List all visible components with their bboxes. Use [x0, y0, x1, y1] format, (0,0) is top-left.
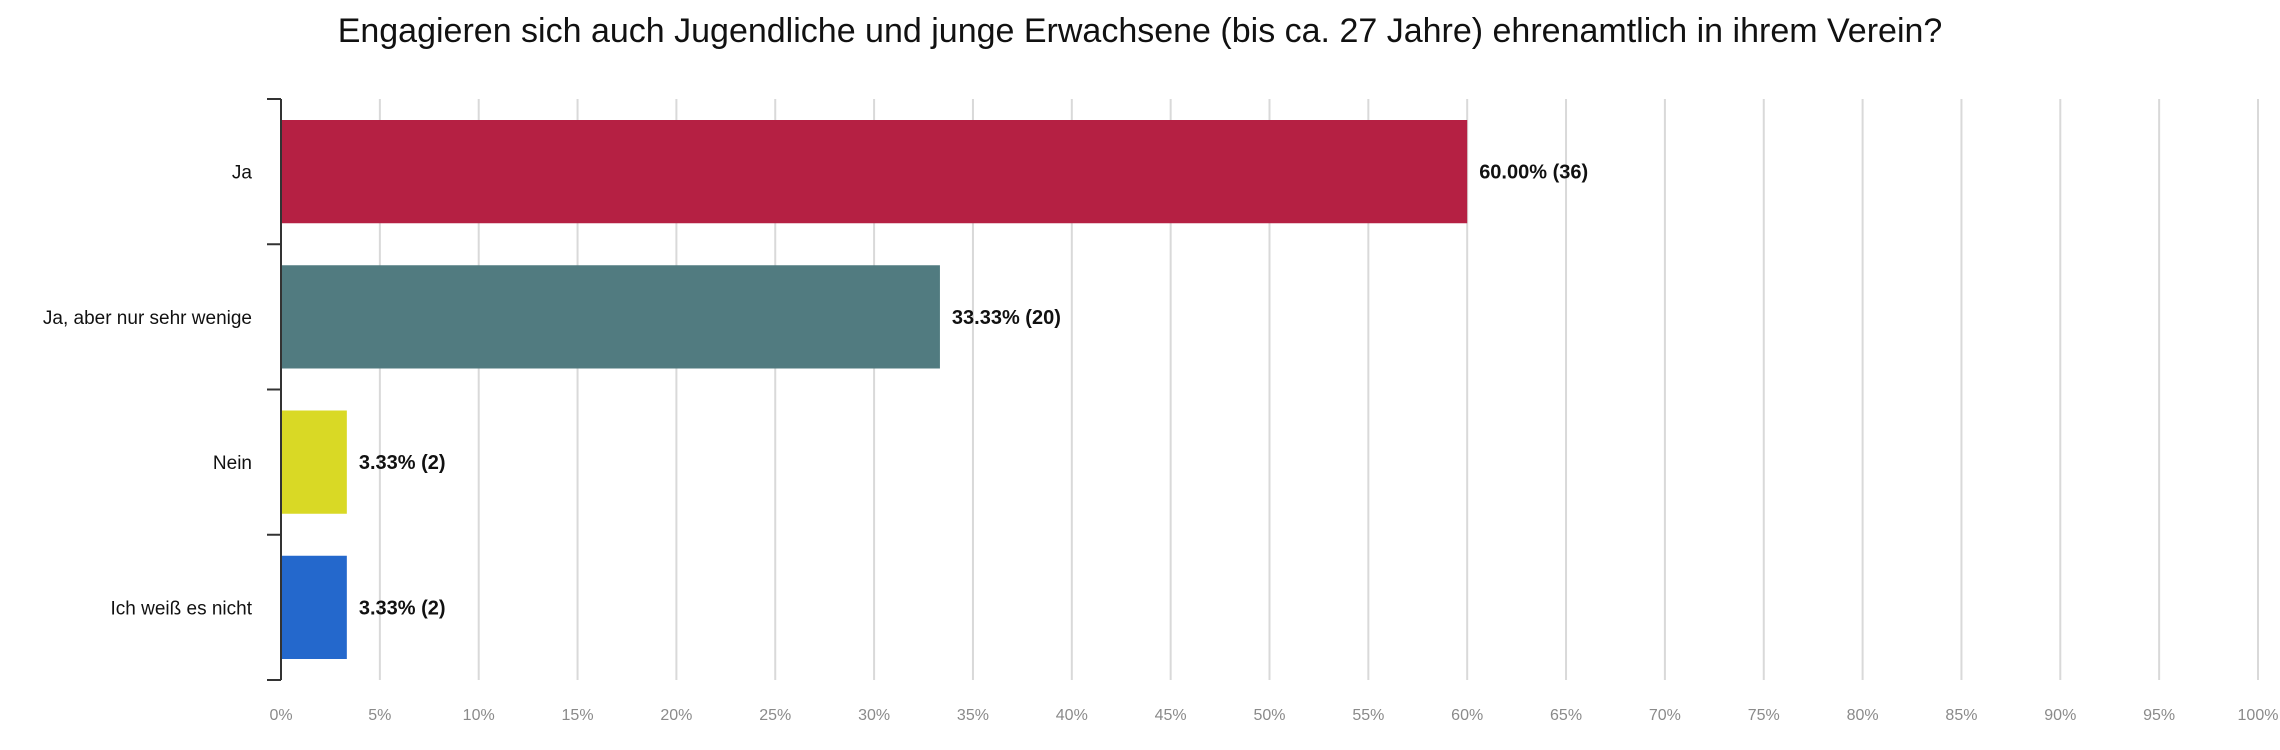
x-tick-label: 90% [2044, 707, 2076, 724]
data-label: 33.33% (20) [952, 307, 1061, 329]
x-tick-label: 0% [269, 707, 292, 724]
category-label: Nein [213, 453, 252, 474]
bar [282, 410, 347, 514]
data-label: 60.00% (36) [1479, 162, 1588, 184]
chart-title: Engagieren sich auch Jugendliche und jun… [337, 12, 1943, 50]
x-tick-label: 25% [759, 707, 791, 724]
x-tick-label: 45% [1155, 707, 1187, 724]
x-tick-label: 60% [1451, 707, 1483, 724]
x-tick-label: 10% [463, 707, 495, 724]
x-tick-label: 75% [1748, 707, 1780, 724]
data-label: 3.33% (2) [359, 597, 446, 619]
category-label: Ja, aber nur sehr wenige [43, 308, 252, 329]
x-tick-label: 35% [957, 707, 989, 724]
x-tick-label: 55% [1352, 707, 1384, 724]
x-tick-label: 80% [1847, 707, 1879, 724]
x-tick-label: 5% [368, 707, 391, 724]
x-tick-label: 20% [660, 707, 692, 724]
x-tick-label: 70% [1649, 707, 1681, 724]
category-label: Ja [232, 163, 253, 184]
bar [282, 555, 347, 659]
x-tick-label: 65% [1550, 707, 1582, 724]
x-tick-label: 95% [2143, 707, 2175, 724]
data-label: 3.33% (2) [359, 452, 446, 474]
bar [282, 265, 940, 369]
x-tick-label: 50% [1253, 707, 1285, 724]
x-tick-label: 15% [562, 707, 594, 724]
x-tick-label: 30% [858, 707, 890, 724]
x-tick-label: 40% [1056, 707, 1088, 724]
x-tick-label: 100% [2238, 707, 2279, 724]
x-tick-label: 85% [1945, 707, 1977, 724]
bar [282, 120, 1468, 224]
category-label: Ich weiß es nicht [111, 598, 253, 619]
